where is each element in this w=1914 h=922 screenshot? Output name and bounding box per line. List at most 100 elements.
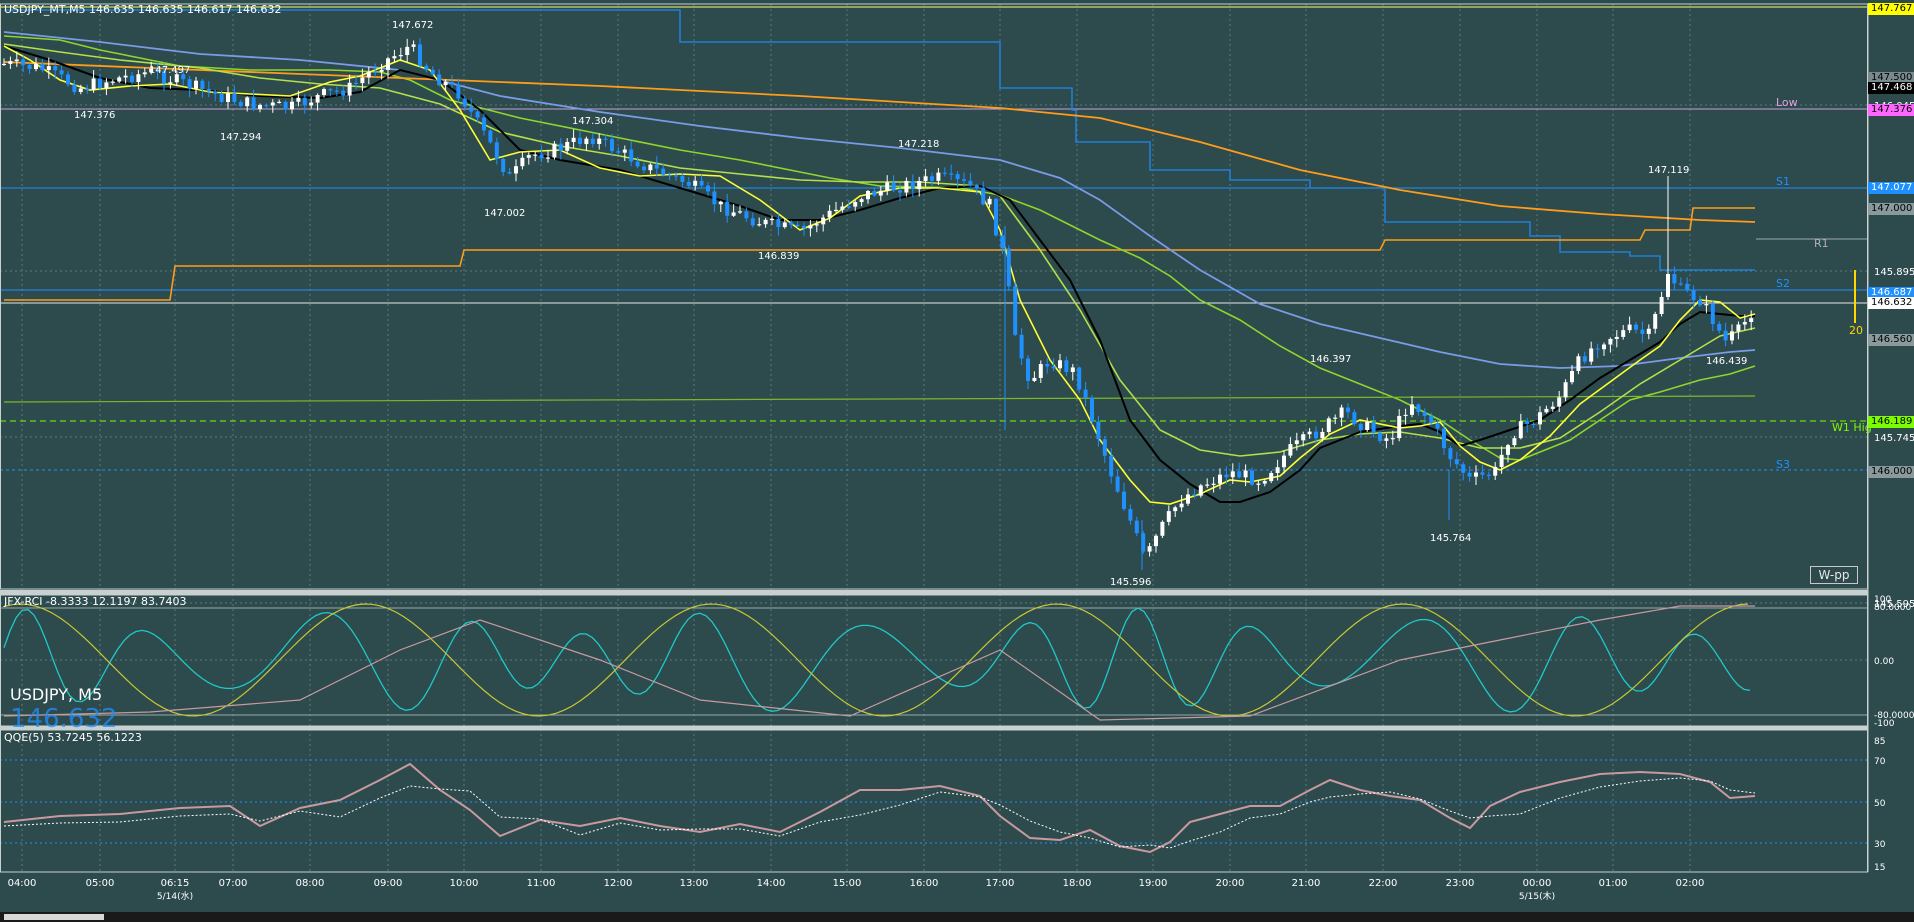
bear-candle bbox=[1582, 356, 1587, 362]
qqe-main-line bbox=[3, 762, 1756, 854]
time-tick-label: 09:00 bbox=[374, 878, 403, 889]
bear-candle bbox=[66, 74, 70, 85]
bear-candle bbox=[238, 102, 243, 107]
bull-candle bbox=[1736, 324, 1741, 332]
bull-candle bbox=[866, 190, 870, 200]
rci-tick-label: 100 bbox=[1874, 595, 1891, 605]
rci-mid-line bbox=[3, 603, 1749, 717]
bear-candle bbox=[872, 190, 877, 196]
rci-indicator-panel bbox=[0, 603, 1868, 721]
bull-candle bbox=[808, 225, 813, 229]
qqe-panel-frame bbox=[0, 729, 1868, 873]
time-tick-label: 23:00 bbox=[1446, 878, 1475, 889]
bear-candle bbox=[1634, 324, 1638, 330]
bull-candle bbox=[782, 222, 787, 228]
bear-candle bbox=[1480, 472, 1485, 475]
bull-candle bbox=[14, 59, 19, 62]
bull-candle bbox=[1218, 474, 1222, 484]
bear-candle bbox=[251, 97, 256, 109]
bull-candle bbox=[1032, 377, 1037, 381]
bull-candle bbox=[142, 72, 147, 75]
bull-candle bbox=[1410, 404, 1414, 415]
price-tag: 147.767 bbox=[1868, 3, 1914, 15]
bull-candle bbox=[1646, 328, 1651, 334]
bear-candle bbox=[789, 222, 794, 225]
bear-candle bbox=[373, 71, 378, 73]
bear-candle bbox=[1352, 412, 1357, 425]
rci-tick-label: 80.0000 bbox=[1874, 603, 1911, 613]
price-label: 147.294 bbox=[220, 132, 262, 143]
bear-candle bbox=[1134, 520, 1139, 534]
bear-candle bbox=[1314, 431, 1318, 439]
bull-candle bbox=[366, 71, 371, 78]
bull-candle bbox=[1166, 511, 1171, 522]
time-tick-label: 04:00 bbox=[8, 878, 37, 889]
bear-candle bbox=[507, 172, 512, 174]
bear-candle bbox=[1416, 404, 1421, 412]
bull-candle bbox=[526, 155, 531, 158]
bull-candle bbox=[194, 80, 198, 89]
time-tick-label: 06:15 bbox=[161, 878, 190, 889]
bear-candle bbox=[1442, 428, 1446, 449]
qqe-signal-line bbox=[3, 777, 1756, 849]
price-label: 146.839 bbox=[758, 251, 800, 262]
bear-candle bbox=[1224, 474, 1229, 478]
rci-tick-label: -80.0000 bbox=[1874, 711, 1914, 721]
current-price-big: 146.632 bbox=[10, 704, 118, 734]
ma-black bbox=[3, 45, 1755, 503]
bull-candle bbox=[1621, 330, 1626, 337]
bear-candle bbox=[590, 138, 595, 144]
rci-header: JFX-RCI -8.3333 12.1197 83.7403 bbox=[4, 595, 187, 608]
bull-candle bbox=[533, 154, 538, 156]
price-label: 147.672 bbox=[392, 20, 434, 31]
bear-candle bbox=[1685, 283, 1690, 291]
time-tick-label: 15:00 bbox=[833, 878, 862, 889]
symbol-title: USDJPY, M5 bbox=[10, 685, 103, 704]
bear-candle bbox=[1525, 421, 1530, 424]
bull-candle bbox=[1294, 440, 1299, 445]
bear-candle bbox=[1448, 448, 1453, 460]
bull-candle bbox=[834, 209, 838, 212]
ma-blue bbox=[3, 31, 1756, 369]
bull-candle bbox=[1339, 407, 1344, 418]
panel-separator bbox=[0, 726, 1868, 730]
wpp-button[interactable]: W-pp bbox=[1810, 566, 1858, 584]
price-tag: 147.500 bbox=[1868, 72, 1914, 84]
bull-candle bbox=[1742, 322, 1747, 325]
bear-candle bbox=[706, 185, 710, 192]
bull-candle bbox=[1544, 408, 1549, 413]
bull-candle bbox=[917, 180, 922, 190]
bull-candle bbox=[1205, 484, 1210, 486]
qqe-tick-label: 70 bbox=[1874, 757, 1886, 767]
bull-candle bbox=[34, 63, 38, 70]
bull-candle bbox=[78, 88, 83, 92]
bull-candle bbox=[1160, 521, 1165, 536]
bear-candle bbox=[1045, 364, 1050, 367]
bull-candle bbox=[174, 74, 179, 83]
price-tick-label: 145.745 bbox=[1874, 433, 1914, 444]
bull-candle bbox=[885, 182, 890, 191]
bull-candle bbox=[405, 46, 410, 56]
bear-candle bbox=[994, 198, 998, 236]
bear-candle bbox=[1051, 366, 1056, 369]
bear-candle bbox=[1358, 424, 1363, 430]
bull-candle bbox=[987, 198, 992, 205]
bull-candle bbox=[245, 97, 250, 107]
time-tick-label: 21:00 bbox=[1292, 878, 1321, 889]
s3-level-label: S3 bbox=[1776, 458, 1790, 471]
bear-candle bbox=[21, 59, 26, 65]
bear-candle bbox=[1723, 330, 1728, 341]
qqe-tick-label: 85 bbox=[1874, 737, 1885, 747]
price-label: 147.002 bbox=[484, 208, 526, 219]
price-tag: 147.077 bbox=[1868, 182, 1914, 194]
time-tick-label: 22:00 bbox=[1369, 878, 1398, 889]
range-count-label: 20 bbox=[1849, 324, 1863, 337]
bear-candle bbox=[1346, 407, 1350, 413]
price-tag: 146.687 bbox=[1868, 287, 1914, 299]
bear-candle bbox=[680, 175, 685, 182]
bull-candle bbox=[1518, 421, 1523, 439]
bull-candle bbox=[386, 58, 390, 70]
bear-candle bbox=[725, 201, 730, 216]
bear-candle bbox=[712, 191, 717, 205]
